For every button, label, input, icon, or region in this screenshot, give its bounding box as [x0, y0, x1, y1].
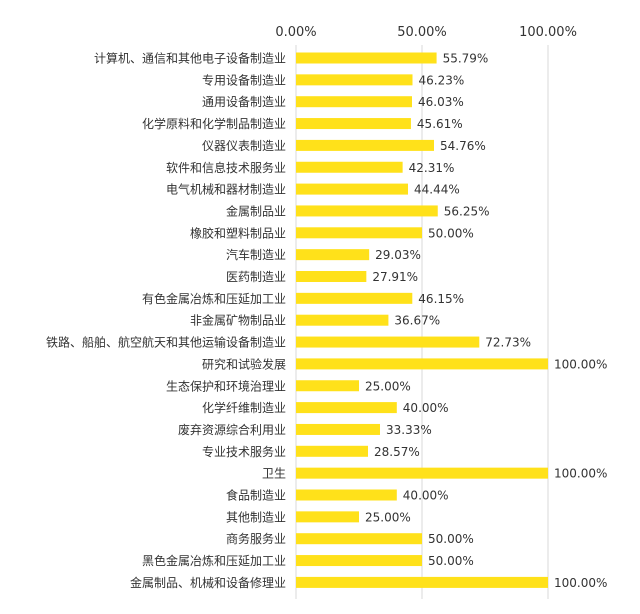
category-labels: 计算机、通信和其他电子设备制造业专用设备制造业通用设备制造业化学原料和化学制品制… [46, 51, 286, 590]
x-tick-label: 50.00% [397, 25, 447, 40]
bar [296, 555, 422, 567]
category-label: 橡胶和塑料制品业 [190, 225, 286, 240]
category-label: 专用设备制造业 [202, 72, 286, 87]
data-label: 25.00% [365, 510, 411, 524]
bar [296, 271, 367, 282]
data-label: 46.03% [418, 95, 464, 109]
data-label: 100.00% [554, 467, 607, 481]
category-label: 通用设备制造业 [202, 95, 286, 109]
bar [296, 576, 548, 588]
category-label: 废弃资源综合利用业 [178, 422, 286, 437]
category-label: 研究和试验发展 [202, 356, 286, 371]
bars [296, 52, 548, 588]
bar [296, 249, 370, 261]
x-tick-label: 100.00% [519, 25, 577, 40]
data-label: 50.00% [428, 554, 474, 568]
category-label: 铁路、船舶、航空航天和其他运输设备制造业 [46, 335, 286, 350]
bar [296, 118, 411, 130]
category-label: 化学纤维制造业 [202, 400, 286, 415]
bar [296, 336, 480, 348]
bar [296, 227, 422, 239]
bar [296, 74, 413, 86]
category-label: 其他制造业 [226, 510, 286, 524]
bar [296, 511, 359, 523]
bar [296, 161, 403, 173]
data-label: 40.00% [403, 401, 449, 415]
category-label: 仪器仪表制造业 [202, 139, 286, 153]
bar [296, 489, 397, 501]
data-label: 50.00% [428, 532, 474, 546]
bar [296, 380, 359, 392]
data-label: 72.73% [485, 336, 531, 350]
data-label: 46.15% [418, 292, 464, 306]
data-label: 40.00% [403, 489, 449, 503]
data-label: 50.00% [428, 226, 474, 240]
bar [296, 467, 548, 479]
x-tick-label: 0.00% [275, 25, 316, 40]
bar [296, 423, 380, 435]
category-label: 食品制造业 [226, 488, 286, 503]
data-label: 100.00% [554, 357, 607, 371]
bar [296, 445, 368, 457]
bar [296, 314, 389, 326]
category-label: 有色金属冶炼和压延加工业 [142, 291, 286, 306]
bar [296, 292, 413, 304]
data-label: 28.57% [374, 445, 420, 459]
bar [296, 533, 422, 545]
category-label: 专业技术服务业 [202, 444, 286, 459]
data-label: 33.33% [386, 423, 432, 437]
bar [296, 183, 408, 195]
bar [296, 402, 397, 414]
data-label: 54.76% [440, 139, 486, 153]
category-label: 商务服务业 [226, 531, 286, 546]
bar [296, 52, 437, 64]
category-label: 金属制品、机械和设备修理业 [130, 575, 286, 590]
category-label: 黑色金属冶炼和压延加工业 [142, 553, 286, 568]
data-label: 55.79% [443, 52, 489, 66]
value-labels: 55.79% 46.23% 46.03% 45.61% 54.76% 42.31% 44.4… [365, 52, 607, 590]
data-label: 27.91% [372, 270, 418, 284]
bar [296, 96, 412, 108]
bar [296, 205, 438, 217]
bar [296, 139, 434, 151]
data-label: 100.00% [554, 576, 607, 590]
data-label: 36.67% [394, 314, 440, 328]
category-label: 化学原料和化学制品制造业 [142, 116, 286, 131]
data-label: 44.44% [414, 183, 460, 197]
data-label: 45.61% [417, 117, 463, 131]
x-axis-ticks: 0.00% 50.00% 100.00% [275, 25, 577, 40]
category-label: 电气机械和器材制造业 [166, 182, 286, 197]
category-label: 生态保护和环境治理业 [166, 378, 286, 393]
data-label: 42.31% [409, 161, 455, 175]
data-label: 25.00% [365, 379, 411, 393]
category-label: 卫生 [262, 467, 286, 481]
data-label: 29.03% [375, 248, 421, 262]
category-label: 金属制品业 [226, 203, 286, 218]
category-label: 非金属矿物制品业 [190, 313, 286, 328]
category-label: 计算机、通信和其他电子设备制造业 [94, 51, 286, 66]
data-label: 56.25% [444, 204, 490, 218]
category-label: 汽车制造业 [226, 247, 286, 262]
bar [296, 358, 548, 370]
category-label: 医药制造业 [226, 270, 286, 284]
data-label: 46.23% [418, 73, 464, 87]
category-label: 软件和信息技术服务业 [166, 160, 286, 175]
